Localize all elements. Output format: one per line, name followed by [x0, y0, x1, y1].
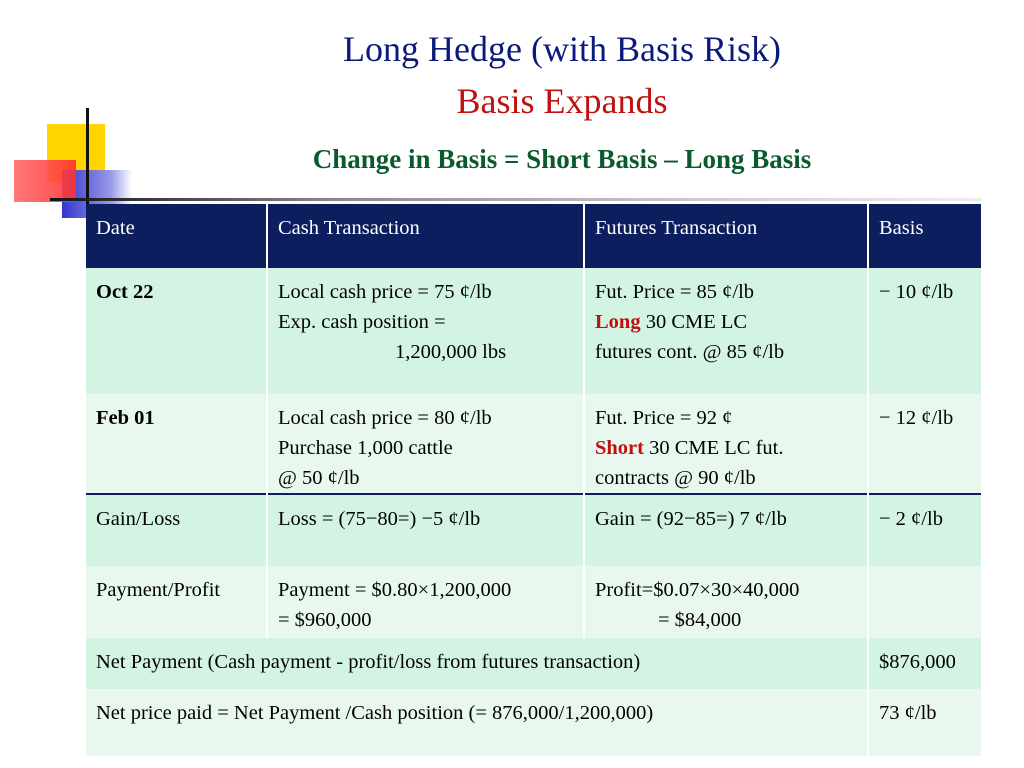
slide-title: Long Hedge (with Basis Risk): [343, 29, 781, 69]
cash-cell: Local cash price = 75 ¢/lb Exp. cash pos…: [267, 268, 585, 394]
table-row: Payment/Profit Payment = $0.80×1,200,000…: [86, 566, 981, 638]
cash-line: Exp. cash position =: [278, 311, 446, 333]
cash-line: Local cash price = 75 ¢/lb: [278, 281, 492, 303]
slide-subtitle: Basis Expands: [456, 81, 668, 121]
cash-line: Local cash price = 80 ¢/lb: [278, 407, 492, 429]
deco-horizontal-line: [50, 198, 982, 201]
futures-cell: Gain = (92−85=) 7 ¢/lb: [584, 493, 869, 566]
futures-line: Long 30 CME LC: [595, 307, 857, 337]
table-header-row: Date Cash Transaction Futures Transactio…: [86, 204, 981, 268]
table-row: Gain/Loss Loss = (75−80=) −5 ¢/lb Gain =…: [86, 493, 981, 566]
cash-cell: Payment = $0.80×1,200,000 = $960,000: [267, 566, 585, 638]
basis-cell: − 2 ¢/lb: [868, 493, 981, 566]
header-date: Date: [86, 204, 268, 268]
deco-red-square: [14, 160, 76, 202]
cash-line: Purchase 1,000 cattle: [278, 437, 453, 459]
net-payment-value: $876,000: [868, 638, 981, 689]
net-price-value: 73 ¢/lb: [868, 689, 981, 756]
table-row: Oct 22 Local cash price = 75 ¢/lb Exp. c…: [86, 268, 981, 394]
row-label: Payment/Profit: [86, 566, 268, 638]
futures-line: Profit=$0.07×30×40,000: [595, 579, 800, 601]
basis-cell: − 12 ¢/lb: [868, 394, 981, 494]
basis-cell: − 10 ¢/lb: [868, 268, 981, 394]
table-row: Net price paid = Net Payment /Cash posit…: [86, 689, 981, 756]
futures-line: Short 30 CME LC fut.: [595, 433, 857, 463]
futures-line: Fut. Price = 85 ¢/lb: [595, 281, 755, 303]
basis-cell: [868, 566, 981, 638]
net-price-label: Net price paid = Net Payment /Cash posit…: [86, 689, 869, 756]
deco-vertical-line: [86, 108, 89, 216]
futures-cell: Fut. Price = 92 ¢ Short 30 CME LC fut. c…: [584, 394, 869, 494]
table-row: Feb 01 Local cash price = 80 ¢/lb Purcha…: [86, 394, 981, 494]
row-date: Feb 01: [86, 394, 268, 494]
futures-line: Fut. Price = 92 ¢: [595, 407, 733, 429]
header-cash: Cash Transaction: [267, 204, 585, 268]
cash-line: = $960,000: [278, 609, 372, 631]
row-date: Oct 22: [86, 268, 268, 394]
futures-text: 30 CME LC: [640, 311, 748, 333]
futures-cell: Profit=$0.07×30×40,000 = $84,000: [584, 566, 869, 638]
row-label: Gain/Loss: [86, 493, 268, 566]
hedge-table: Date Cash Transaction Futures Transactio…: [86, 204, 981, 756]
futures-cell: Fut. Price = 85 ¢/lb Long 30 CME LC futu…: [584, 268, 869, 394]
position-long: Long: [595, 311, 641, 333]
header-basis: Basis: [868, 204, 981, 268]
position-short: Short: [595, 437, 644, 459]
cash-cell: Local cash price = 80 ¢/lb Purchase 1,00…: [267, 394, 585, 494]
futures-line: contracts @ 90 ¢/lb: [595, 467, 756, 489]
net-payment-label: Net Payment (Cash payment - profit/loss …: [86, 638, 869, 689]
futures-text: 30 CME LC fut.: [643, 437, 784, 459]
cash-line: @ 50 ¢/lb: [278, 467, 360, 489]
futures-line: futures cont. @ 85 ¢/lb: [595, 341, 785, 363]
cash-line: Payment = $0.80×1,200,000: [278, 579, 512, 601]
basis-formula: Change in Basis = Short Basis – Long Bas…: [312, 144, 812, 174]
futures-line: = $84,000: [658, 609, 742, 631]
cash-line: 1,200,000 lbs: [395, 341, 507, 363]
header-futures: Futures Transaction: [584, 204, 869, 268]
table-row: Net Payment (Cash payment - profit/loss …: [86, 638, 981, 689]
cash-cell: Loss = (75−80=) −5 ¢/lb: [267, 493, 585, 566]
